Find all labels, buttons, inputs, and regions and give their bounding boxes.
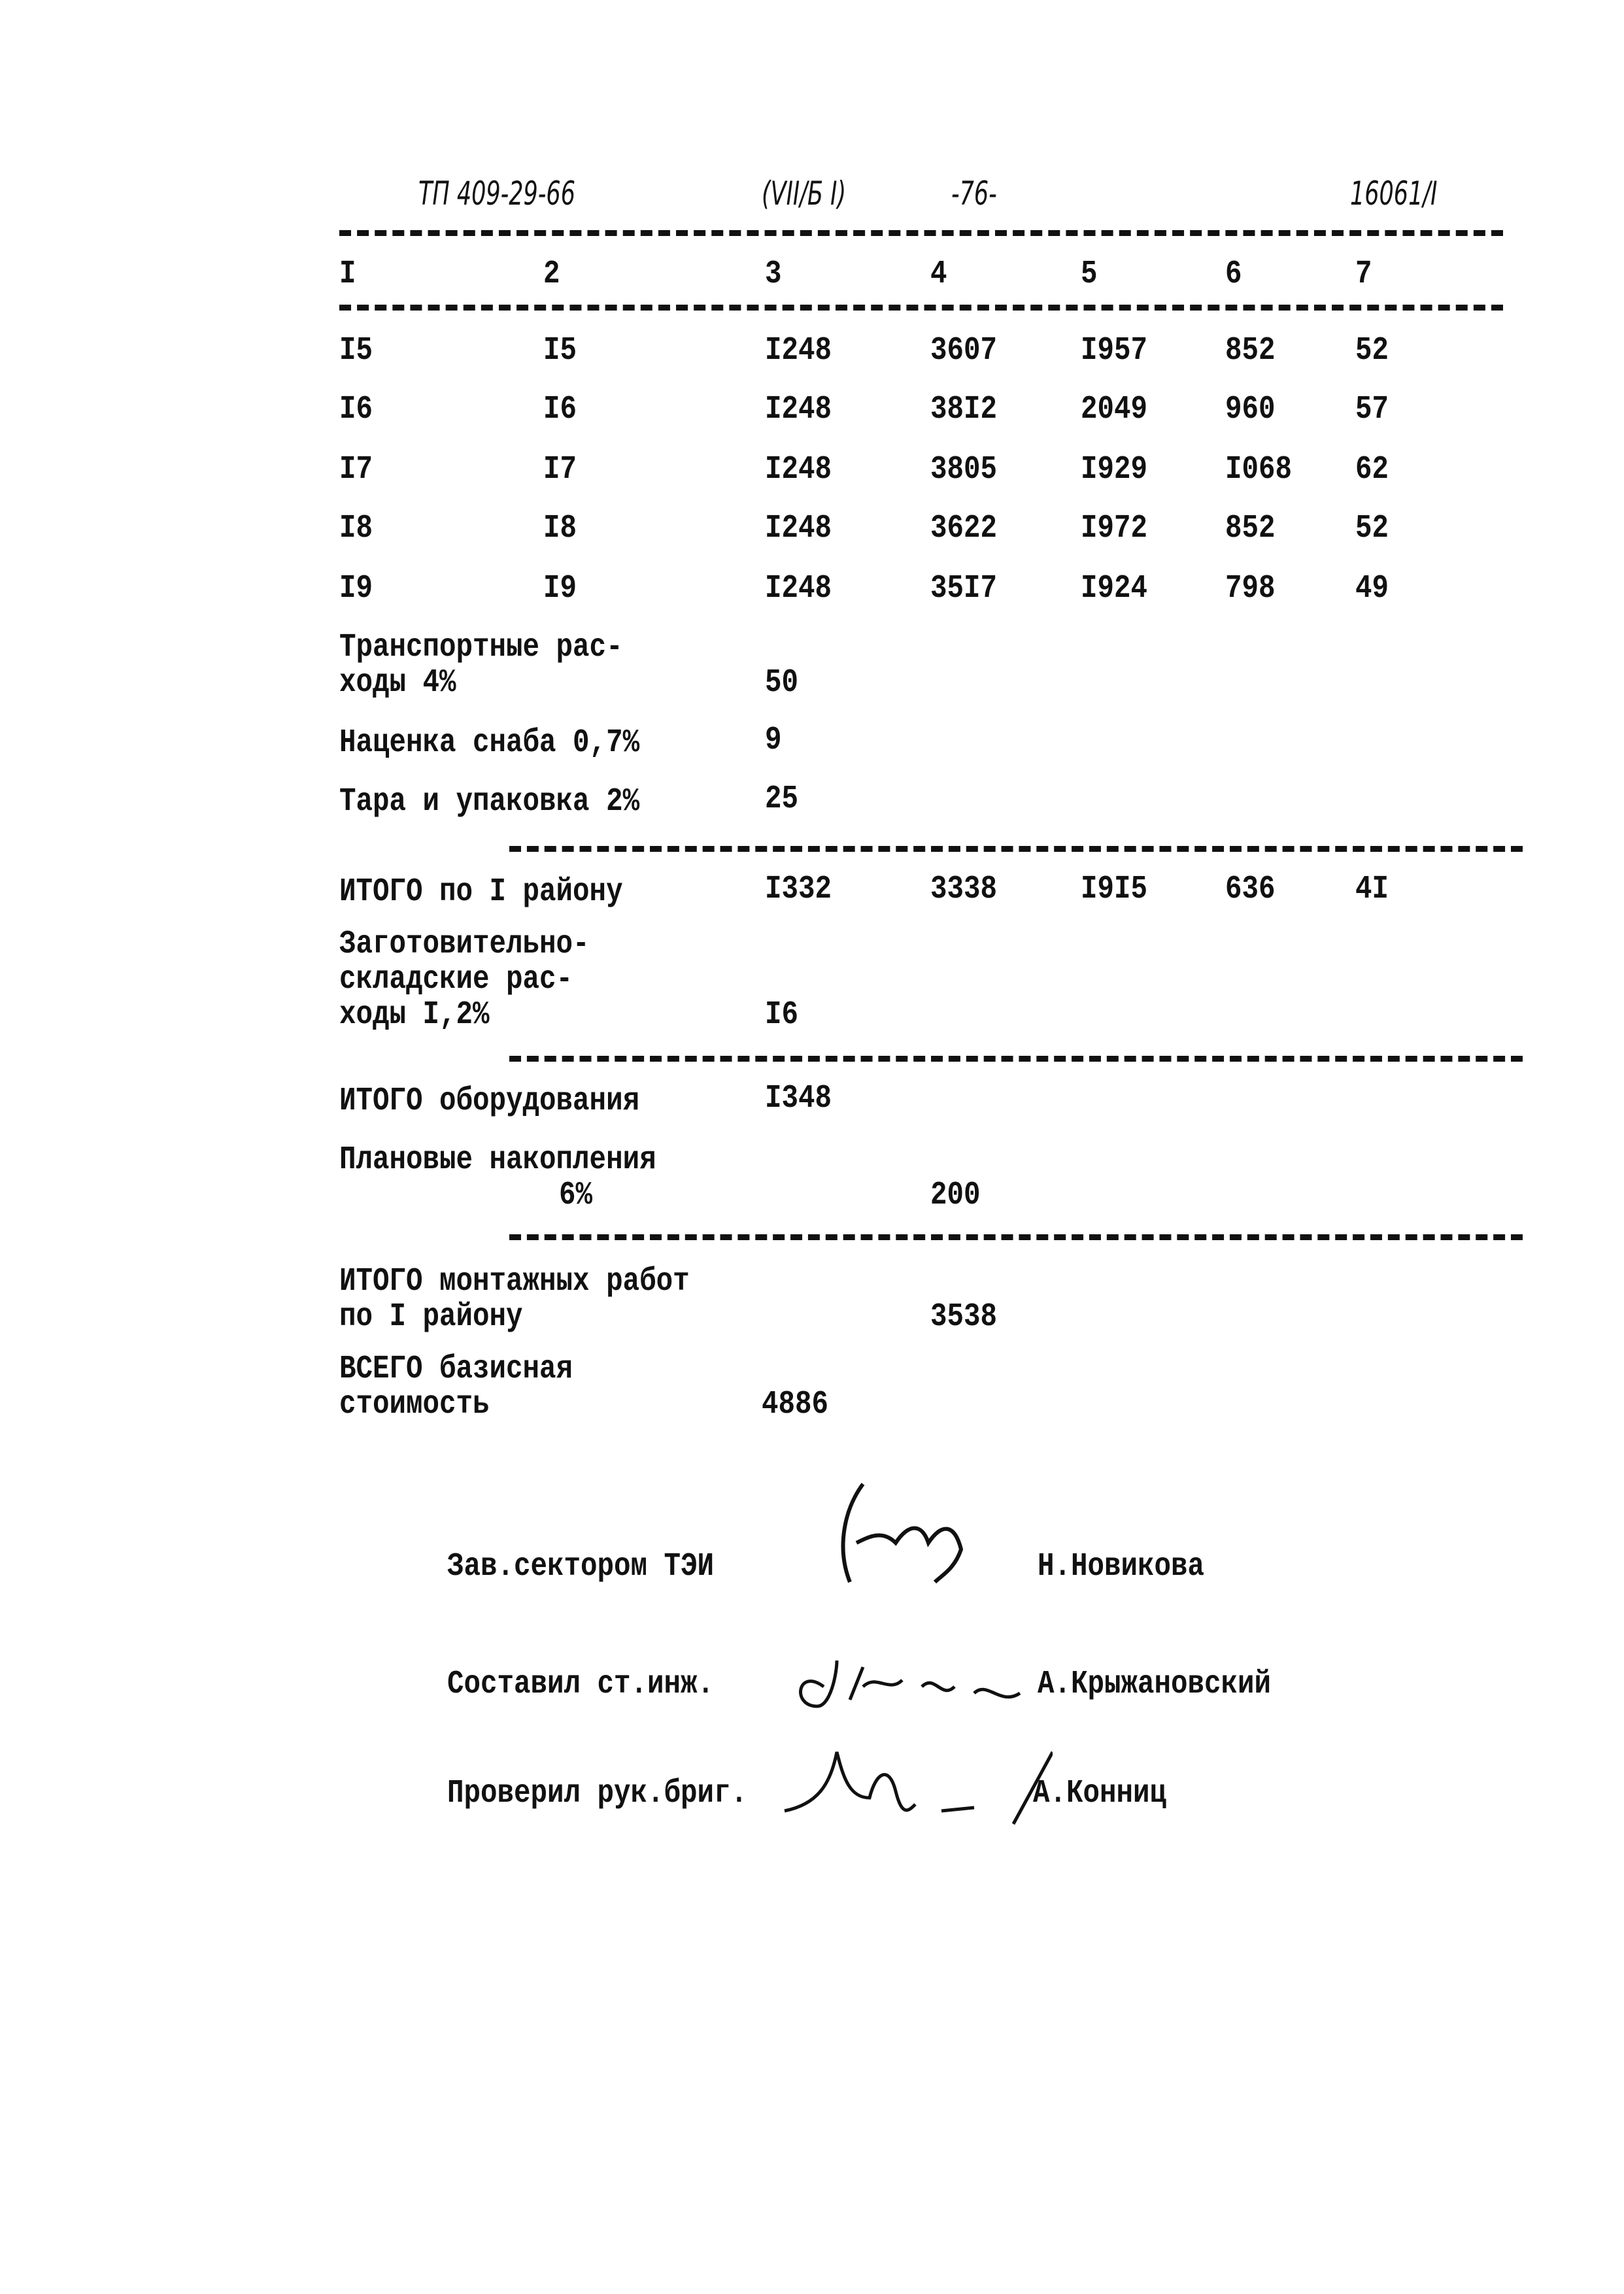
table-cell: I248 (765, 451, 832, 488)
total-region-col3: I332 (765, 871, 832, 908)
total-equipment-label: ИТОГО оборудования (339, 1083, 640, 1120)
table-cell: I068 (1225, 451, 1293, 488)
table-cell: 960 (1225, 391, 1276, 428)
signature-role-checker: Проверил рук.бриг. (447, 1775, 748, 1812)
table-cell: 852 (1225, 510, 1276, 547)
transport-label-1: Транспортные рас- (339, 629, 623, 666)
transport-label-2: ходы 4% (339, 664, 456, 701)
planned-value: 200 (930, 1177, 981, 1214)
signature-name-compiler: А.Крыжановский (1038, 1666, 1272, 1703)
procurement-label-1: Заготовительно- (339, 926, 590, 963)
table-cell: 49 (1355, 570, 1389, 607)
divider (509, 846, 1523, 852)
divider (339, 305, 1503, 311)
table-cell: 798 (1225, 570, 1276, 607)
table-cell: I6 (543, 391, 577, 428)
column-header: 7 (1355, 256, 1372, 293)
section-code: (VII/Б I) (762, 175, 847, 212)
table-cell: I9 (543, 570, 577, 607)
table-cell: I972 (1081, 510, 1148, 547)
divider (509, 1234, 1523, 1240)
total-region-col7: 4I (1355, 871, 1389, 908)
total-region-col6: 636 (1225, 871, 1276, 908)
document-code: ТП 409-29-66 (418, 175, 575, 212)
handwritten-signature-compiler (799, 1660, 1021, 1708)
table-cell: I929 (1081, 451, 1148, 488)
total-install-label-1: ИТОГО монтажных работ (339, 1263, 690, 1300)
total-equipment-value: I348 (765, 1080, 832, 1117)
markup-label: Наценка снаба 0,7% (339, 724, 640, 762)
table-cell: I7 (339, 451, 373, 488)
table-cell: I5 (339, 332, 373, 369)
table-cell: 3805 (930, 451, 998, 488)
procurement-label-2: складские рас- (339, 961, 573, 998)
planned-label-2: 6% (559, 1177, 593, 1214)
table-cell: 2049 (1081, 391, 1148, 428)
table-cell: 57 (1355, 391, 1389, 428)
column-header: 5 (1081, 256, 1098, 293)
column-header: 2 (543, 256, 560, 293)
table-cell: 3607 (930, 332, 998, 369)
divider (509, 1056, 1523, 1062)
planned-label-1: Плановые накопления (339, 1141, 656, 1179)
table-cell: I7 (543, 451, 577, 488)
signature-name-head: Н.Новикова (1038, 1548, 1205, 1585)
table-cell: 52 (1355, 332, 1389, 369)
handwritten-signature-checker (784, 1751, 1053, 1825)
table-cell: I8 (339, 510, 373, 547)
total-install-label-2: по I району (339, 1298, 523, 1336)
table-cell: I9 (339, 570, 373, 607)
total-install-value: 3538 (930, 1298, 998, 1336)
grand-total-label-2: стоимость (339, 1386, 490, 1423)
sheet-number: 16061/I (1350, 175, 1438, 212)
procurement-label-3: ходы I,2% (339, 996, 490, 1034)
grand-total-label-1: ВСЕГО базисная (339, 1351, 573, 1388)
procurement-value: I6 (765, 996, 799, 1034)
grand-total-value: 4886 (762, 1386, 829, 1423)
table-cell: I5 (543, 332, 577, 369)
table-cell: 38I2 (930, 391, 998, 428)
table-cell: I248 (765, 510, 832, 547)
table-cell: I248 (765, 332, 832, 369)
handwritten-signature-head (841, 1483, 964, 1584)
total-region-label: ИТОГО по I району (339, 873, 623, 911)
table-cell: I8 (543, 510, 577, 547)
column-header: 3 (765, 256, 782, 293)
table-cell: I957 (1081, 332, 1148, 369)
markup-value: 9 (765, 722, 782, 759)
table-cell: 62 (1355, 451, 1389, 488)
table-cell: I248 (765, 570, 832, 607)
packing-value: 25 (765, 781, 799, 818)
table-cell: I924 (1081, 570, 1148, 607)
page-number: -76- (951, 175, 997, 212)
transport-value: 50 (765, 664, 799, 701)
table-cell: 852 (1225, 332, 1276, 369)
packing-label: Тара и упаковка 2% (339, 783, 640, 820)
signature-role-head: Зав.сектором ТЭИ (447, 1548, 715, 1585)
table-cell: 3622 (930, 510, 998, 547)
column-header: 4 (930, 256, 947, 293)
signature-role-compiler: Составил ст.инж. (447, 1666, 715, 1703)
table-cell: I248 (765, 391, 832, 428)
column-header: 6 (1225, 256, 1242, 293)
total-region-col4: 3338 (930, 871, 998, 908)
table-cell: 52 (1355, 510, 1389, 547)
total-region-col5: I9I5 (1081, 871, 1148, 908)
signature-name-checker: А.Конниц (1033, 1775, 1167, 1812)
table-cell: I6 (339, 391, 373, 428)
column-header: I (339, 256, 356, 293)
divider (339, 230, 1503, 236)
table-cell: 35I7 (930, 570, 998, 607)
